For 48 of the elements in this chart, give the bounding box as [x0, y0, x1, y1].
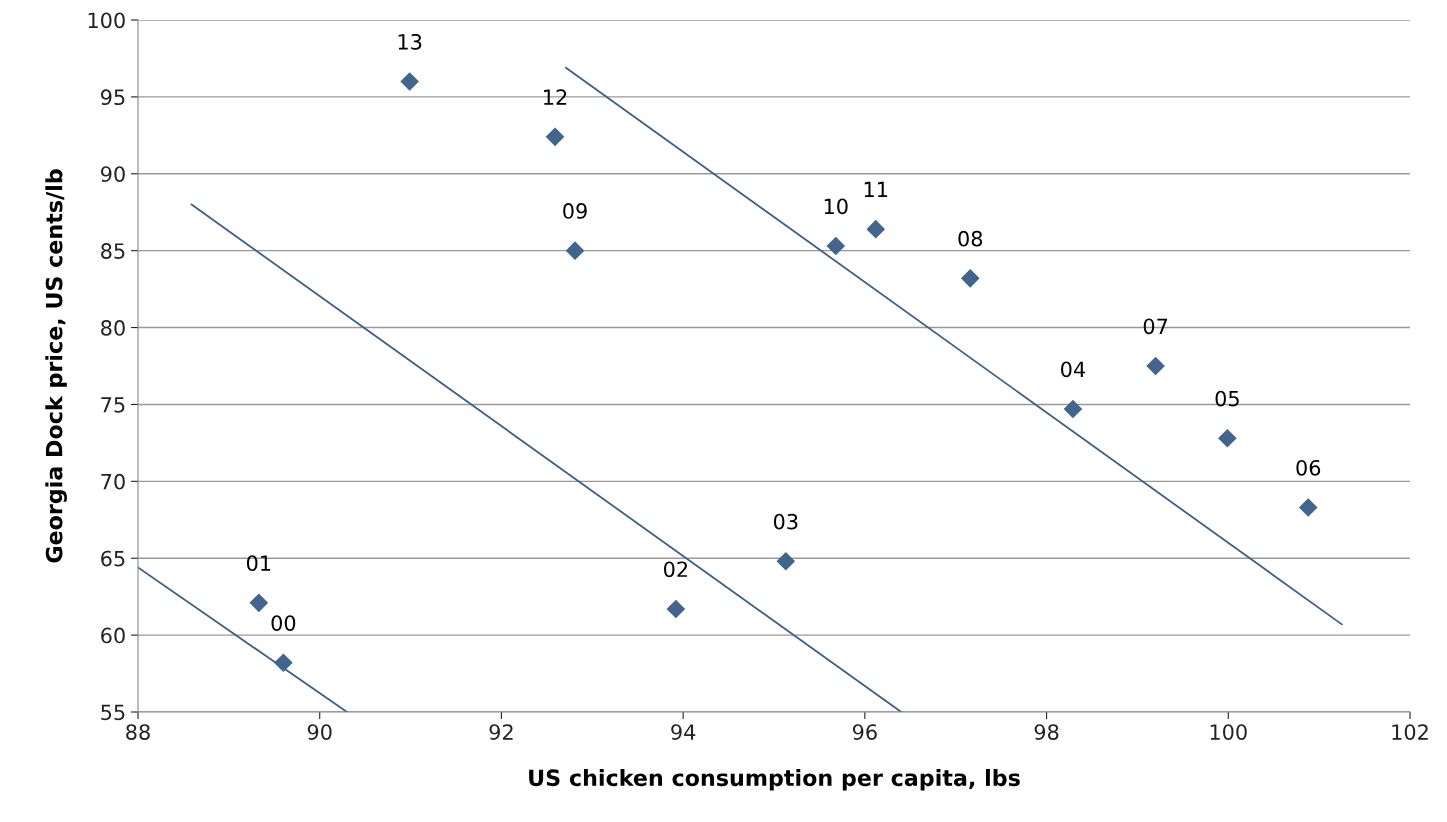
- point: [274, 653, 293, 673]
- y-tick-label: 70: [101, 473, 125, 490]
- annotation: 08: [958, 230, 983, 247]
- annotation: 02: [663, 561, 688, 578]
- annotation: 13: [398, 33, 422, 50]
- point: [1146, 356, 1165, 376]
- y-tick-label: 95: [101, 89, 125, 106]
- point: [249, 593, 269, 613]
- point: [1298, 498, 1318, 517]
- y-axis-title: Georgia Dock price, US cents/lb: [45, 169, 67, 563]
- annotation: 07: [1143, 318, 1168, 335]
- point: [545, 127, 565, 147]
- x-tick-label: 94: [671, 724, 696, 740]
- annotation: 09: [563, 203, 587, 219]
- annotation: 04: [1061, 361, 1086, 378]
- point: [826, 236, 846, 256]
- annotation: 03: [773, 513, 798, 530]
- annotation: 01: [246, 555, 271, 571]
- x-tick-label: 98: [1034, 724, 1059, 740]
- x-tick-label: 96: [852, 724, 877, 740]
- point: [1063, 399, 1083, 419]
- point: [866, 219, 886, 239]
- point: [1218, 428, 1237, 448]
- point: [776, 551, 796, 571]
- annotation: 12: [544, 89, 567, 105]
- y-tick-label: 55: [101, 704, 125, 721]
- annotation: 06: [1296, 459, 1321, 476]
- point: [666, 599, 686, 619]
- y-tick-label: 65: [101, 550, 125, 567]
- y-tick-label: 75: [101, 397, 125, 413]
- point: [400, 72, 419, 91]
- point: [565, 241, 585, 260]
- x-tick-label: 102: [1392, 724, 1428, 740]
- point: [960, 269, 980, 288]
- annotation: 10: [824, 198, 848, 215]
- y-tick-label: 80: [101, 320, 125, 336]
- x-tick-label: 100: [1210, 724, 1247, 740]
- annotation: 11: [864, 181, 888, 198]
- x-axis-title: US chicken consumption per capita, lbs: [529, 768, 1020, 791]
- y-tick-label: 90: [101, 166, 125, 182]
- x-tick-label: 92: [489, 724, 513, 740]
- y-tick-label: 100: [88, 12, 125, 29]
- x-tick-label: 90: [307, 724, 332, 740]
- y-tick-label: 85: [101, 243, 125, 259]
- annotation: 05: [1215, 390, 1239, 407]
- annotation: 00: [271, 615, 296, 631]
- y-tick-label: 60: [101, 627, 125, 644]
- x-tick-label: 88: [126, 724, 150, 740]
